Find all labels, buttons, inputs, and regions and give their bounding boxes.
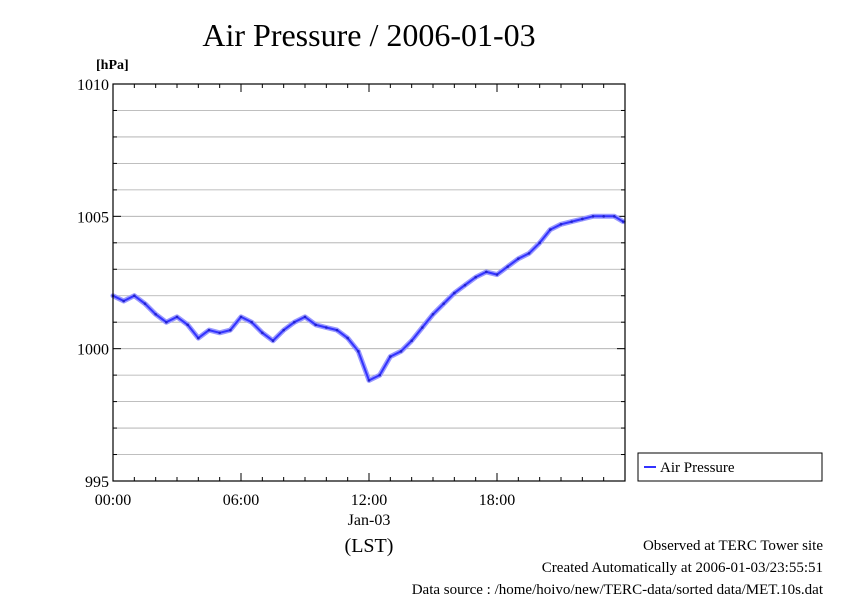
y-tick-label: 1000 [77, 342, 109, 359]
series-line-air-pressure [112, 215, 624, 382]
footer-source: Data source : /home/hoivo/new/TERC-data/… [412, 582, 824, 595]
x-tick-label: 06:00 [223, 492, 259, 509]
y-tick-label: 1005 [77, 209, 109, 226]
data-point [581, 217, 584, 221]
data-point [591, 215, 595, 218]
y-axis-ticks: 995 1000 1005 1010 [77, 77, 625, 491]
data-point [250, 320, 253, 324]
data-point [165, 320, 168, 324]
data-point [527, 252, 531, 255]
x-date-label: Jan-03 [348, 512, 391, 529]
data-point [197, 336, 200, 340]
legend-box [637, 452, 823, 482]
data-point [357, 350, 360, 353]
data-point [143, 302, 147, 305]
data-point [271, 339, 275, 343]
data-point [453, 291, 456, 295]
data-point [122, 299, 125, 303]
data-point [261, 331, 264, 335]
grid-lines [113, 110, 625, 455]
data-point [495, 273, 499, 276]
data-point [325, 326, 328, 329]
y-tick-label: 995 [85, 474, 109, 491]
data-point [293, 320, 296, 324]
data-point [602, 215, 605, 218]
legend: Air Pressure [637, 452, 823, 482]
y-axis-unit-label: [hPa] [96, 58, 129, 73]
data-point [282, 328, 285, 332]
data-point [474, 275, 477, 279]
data-point [421, 326, 424, 329]
data-point [207, 328, 211, 332]
data-point [335, 328, 339, 332]
x-axis-ticks: 00:00 06:00 12:00 18:00 [95, 84, 626, 509]
data-point [399, 350, 403, 353]
data-point [218, 331, 221, 335]
data-point [239, 315, 243, 319]
data-point [314, 323, 317, 327]
data-point [229, 328, 232, 332]
x-tick-label: 18:00 [479, 492, 515, 509]
plot-frame [112, 83, 626, 482]
data-point [442, 302, 445, 305]
data-point [186, 323, 189, 327]
data-point [538, 241, 541, 245]
data-point [133, 294, 136, 298]
data-point [559, 222, 563, 226]
data-point [175, 315, 179, 319]
footer-site: Observed at TERC Tower site [643, 538, 823, 554]
data-point [346, 336, 349, 340]
data-point [154, 312, 157, 316]
chart-title: Air Pressure / 2006-01-03 [202, 17, 535, 53]
data-point [549, 228, 552, 231]
data-point [389, 355, 392, 358]
series-group [110, 213, 626, 383]
x-tick-label: 00:00 [95, 492, 131, 509]
data-point [410, 339, 413, 343]
data-point [506, 265, 509, 268]
data-point [431, 312, 435, 316]
data-point [485, 270, 488, 274]
x-axis-label: (LST) [345, 535, 394, 557]
footer-created: Created Automatically at 2006-01-03/23:5… [542, 560, 823, 576]
data-point [367, 379, 371, 382]
data-point [613, 215, 616, 218]
y-tick-label: 1010 [77, 77, 109, 94]
data-point [570, 220, 573, 223]
data-point [517, 257, 520, 260]
data-point [621, 220, 625, 223]
data-point [463, 283, 467, 287]
series-line-halo [110, 213, 626, 383]
legend-entry-air-pressure: Air Pressure [660, 460, 735, 476]
data-point [378, 373, 381, 377]
x-tick-label: 12:00 [351, 492, 387, 509]
data-point [303, 315, 307, 319]
